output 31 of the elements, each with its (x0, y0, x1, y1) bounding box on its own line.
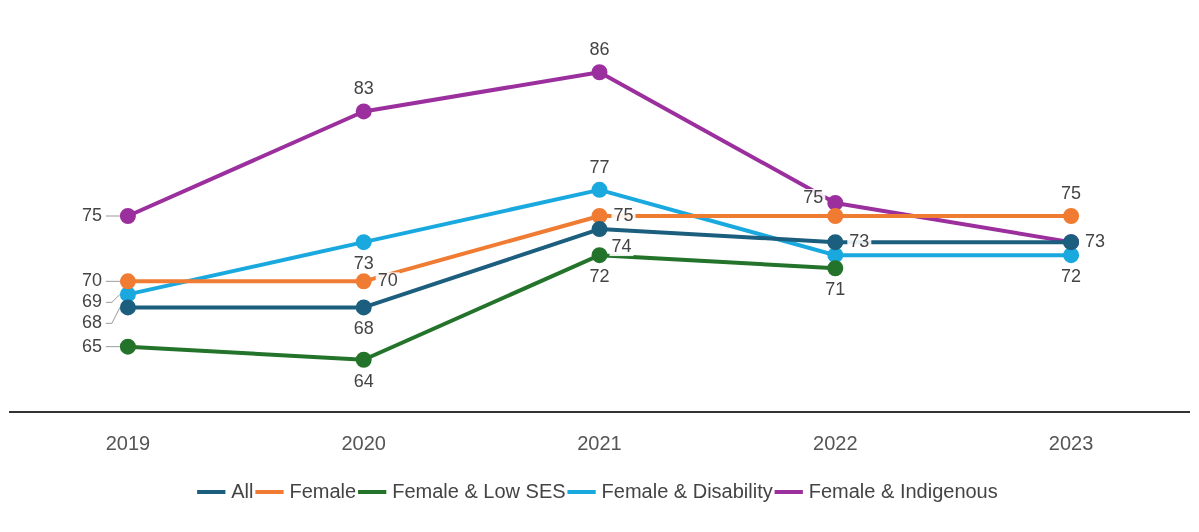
legend-label: Female (289, 479, 357, 502)
x-tick-label: 2020 (341, 431, 386, 454)
data-label: 64 (353, 370, 374, 391)
data-label: 72 (1061, 266, 1082, 287)
data-label: 73 (849, 231, 870, 252)
data-label: 69 (81, 291, 102, 312)
data-label: 86 (589, 39, 610, 60)
data-label: 70 (81, 270, 102, 291)
legend-label: All (231, 479, 254, 502)
data-label: 65 (81, 335, 102, 356)
data-label: 75 (81, 204, 102, 225)
x-tick-label: 2023 (1048, 431, 1094, 454)
data-label: 70 (377, 270, 398, 291)
data-label: 74 (611, 236, 632, 257)
data-label: 72 (589, 266, 610, 287)
data-label: 68 (353, 318, 374, 339)
data-label: 73 (1085, 231, 1106, 252)
data-label: 75 (613, 204, 634, 225)
x-tick-label: 2019 (105, 431, 151, 454)
legend-label: Female & Low SES (392, 479, 566, 502)
legend-label: Female & Indigenous (808, 479, 998, 502)
x-tick-label: 2022 (813, 431, 858, 454)
legend-label: Female & Disability (601, 479, 773, 502)
data-label: 71 (825, 279, 846, 300)
data-label: 77 (589, 156, 610, 177)
data-label: 73 (353, 253, 374, 274)
data-label: 83 (353, 78, 374, 99)
data-label: 75 (1061, 182, 1082, 203)
x-tick-label: 2021 (577, 431, 622, 454)
data-label: 75 (803, 186, 824, 207)
data-label: 68 (81, 312, 102, 333)
